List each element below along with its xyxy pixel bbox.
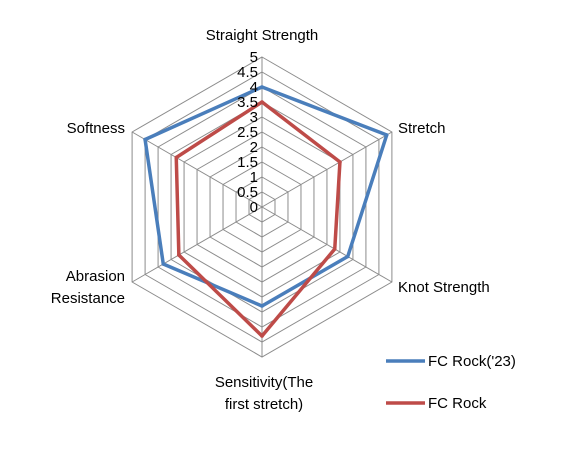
tick-label: 3 bbox=[250, 109, 258, 126]
series-1-point-1 bbox=[338, 160, 342, 164]
series-1-point-3 bbox=[260, 334, 264, 338]
series-0-point-2 bbox=[345, 254, 350, 259]
axis-label-2: Knot Strength bbox=[398, 279, 490, 296]
tick-label: 1 bbox=[250, 169, 258, 186]
tick-label: 4.5 bbox=[237, 64, 258, 81]
tick-label: 0 bbox=[250, 199, 258, 216]
series-0-point-0 bbox=[260, 85, 264, 89]
axis-label-0: Straight Strength bbox=[206, 27, 319, 44]
series-0-point-3 bbox=[260, 304, 264, 308]
grid-spoke bbox=[261, 131, 393, 208]
tick-label: 5 bbox=[250, 49, 258, 66]
axis-label-line: Abrasion bbox=[66, 268, 125, 285]
tick-label: 4 bbox=[250, 79, 258, 96]
grid-spoke bbox=[131, 206, 263, 283]
series-line-0 bbox=[143, 85, 389, 308]
radar-series bbox=[143, 85, 389, 338]
tick-label: 2.5 bbox=[237, 124, 258, 141]
tick-label: 1.5 bbox=[237, 154, 258, 171]
axis-label-line: Softness bbox=[67, 120, 125, 137]
series-1-point-4 bbox=[177, 253, 181, 257]
axis-label-line: Stretch bbox=[398, 120, 446, 137]
axis-label-line: first stretch) bbox=[225, 396, 303, 413]
series-0-point-5 bbox=[143, 137, 147, 142]
tick-label: 2 bbox=[250, 139, 258, 156]
axis-label-line: Sensitivity(The bbox=[215, 374, 313, 391]
axis-labels: Straight Strength Stretch Knot Strength Sen… bbox=[51, 27, 490, 413]
tick-label: 0.5 bbox=[237, 184, 258, 201]
series-0-point-1 bbox=[384, 133, 389, 137]
axis-label-line: Straight Strength bbox=[206, 27, 319, 44]
legend: FC Rock('23) FC Rock bbox=[386, 353, 516, 412]
series-1-point-5 bbox=[174, 155, 179, 160]
radial-tick-labels: 00.511.522.533.544.55 bbox=[237, 49, 258, 216]
tick-label: 3.5 bbox=[237, 94, 258, 111]
grid-spoke bbox=[261, 206, 393, 283]
axis-label-4: Abrasion Resistance bbox=[51, 268, 125, 307]
legend-label-0: FC Rock('23) bbox=[428, 353, 516, 370]
axis-label-3: Sensitivity(The first stretch) bbox=[215, 374, 313, 413]
axis-label-line: Resistance bbox=[51, 290, 125, 307]
series-1-point-2 bbox=[332, 247, 337, 251]
series-1-point-0 bbox=[260, 100, 264, 104]
axis-label-line: Knot Strength bbox=[398, 279, 490, 296]
axis-label-5: Softness bbox=[67, 120, 125, 137]
legend-label-1: FC Rock bbox=[428, 395, 487, 412]
series-0-point-4 bbox=[161, 262, 166, 266]
axis-label-1: Stretch bbox=[398, 120, 446, 137]
grid-spoke bbox=[131, 131, 263, 208]
